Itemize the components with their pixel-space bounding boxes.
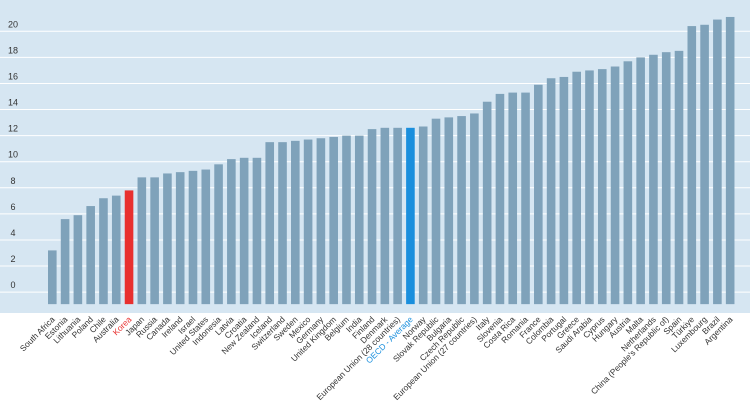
bar-bulgaria xyxy=(444,117,454,305)
bar-israel xyxy=(188,170,198,305)
y-tick-label: 20 xyxy=(8,19,18,29)
bar-india xyxy=(354,135,364,305)
y-tick-label: 4 xyxy=(10,228,15,238)
y-tick-label: 14 xyxy=(8,98,18,108)
bar-mexico xyxy=(303,139,313,305)
x-axis-labels: South AfricaEstoniaLithuaniaPolandChileA… xyxy=(18,314,735,402)
bar-ireland xyxy=(175,172,185,305)
bar-switzerland xyxy=(278,142,287,305)
bar-korea xyxy=(124,190,134,305)
bar-finland xyxy=(367,129,377,305)
bar-iceland xyxy=(265,142,275,305)
bar-greece xyxy=(572,71,581,305)
bar-colombia xyxy=(546,78,556,305)
bar-spain xyxy=(674,50,684,305)
bar-romania xyxy=(521,92,530,305)
bar-european-union-27-countries xyxy=(470,113,479,305)
bar-denmark xyxy=(380,127,390,305)
bar-sweden xyxy=(291,140,300,305)
bar-lithuania xyxy=(73,215,83,305)
bar-italy xyxy=(482,101,492,305)
bar-norway xyxy=(418,126,428,305)
bar-china-people-s-republic-of xyxy=(661,52,671,305)
bar-france xyxy=(534,84,543,305)
bar-luxembourg xyxy=(700,24,709,305)
y-axis-ticks: 0 2 4 6 8 10 12 14 16 18 20 xyxy=(8,19,18,290)
bar-cyprus xyxy=(597,69,607,305)
bar-south-africa xyxy=(48,250,57,305)
bar-czech-republic xyxy=(457,116,466,305)
bar-japan xyxy=(137,177,147,305)
bar-united-kingdom xyxy=(329,136,338,305)
bar-oecd-average xyxy=(406,127,415,305)
bar-germany xyxy=(316,138,326,305)
y-tick-label: 2 xyxy=(10,254,15,264)
y-tick-label: 8 xyxy=(10,176,15,186)
bar-estonia xyxy=(60,219,70,305)
bar-belgium xyxy=(342,135,351,305)
bar-malta xyxy=(636,57,645,305)
bar-indonesia xyxy=(214,164,223,305)
bar-brazil xyxy=(713,19,722,305)
bars xyxy=(48,16,735,305)
y-tick-label: 10 xyxy=(8,150,18,160)
bar-netherlands xyxy=(649,54,658,305)
bar-t-rkiye xyxy=(687,26,697,305)
bar-canada xyxy=(163,173,172,305)
bar-united-states xyxy=(201,169,211,305)
bar-russia xyxy=(150,177,159,305)
bar-hungary xyxy=(610,66,620,305)
bar-chile xyxy=(99,198,108,305)
bar-saudi-arabia xyxy=(585,70,594,305)
bar-poland xyxy=(86,206,95,305)
bar-australia xyxy=(111,195,121,305)
bar-portugal xyxy=(559,76,569,305)
y-tick-label: 18 xyxy=(8,45,18,55)
bar-european-union-28-countries xyxy=(393,127,402,305)
bar-croatia xyxy=(239,157,249,305)
bar-new-zealand xyxy=(252,157,262,305)
bar-austria xyxy=(623,61,633,305)
y-tick-label: 0 xyxy=(10,280,15,290)
bar-latvia xyxy=(227,159,236,305)
y-tick-label: 16 xyxy=(8,71,18,81)
bar-argentina xyxy=(725,16,735,305)
bar-costa-rica xyxy=(508,92,518,305)
y-tick-label: 6 xyxy=(10,202,15,212)
bar-slovak-republic xyxy=(431,118,441,305)
y-tick-label: 12 xyxy=(8,124,18,134)
bar-slovenia xyxy=(495,93,505,305)
